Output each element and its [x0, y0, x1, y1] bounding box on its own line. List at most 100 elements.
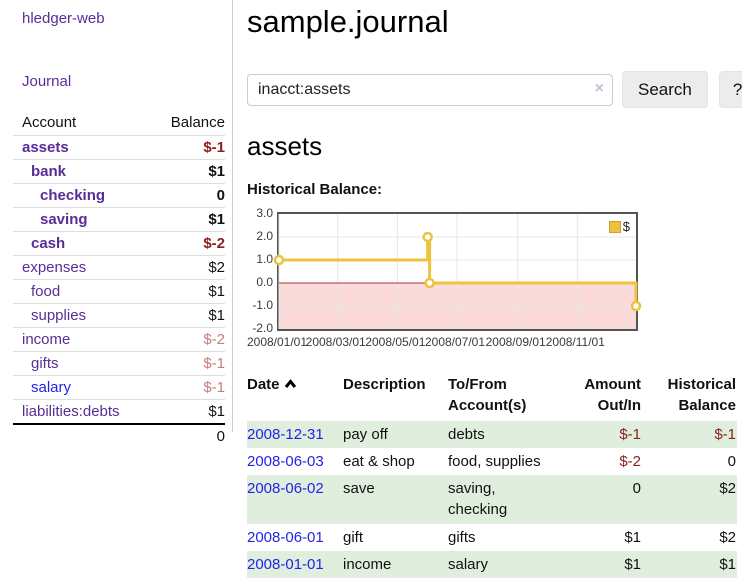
account-balance: $1: [153, 207, 225, 232]
account-row: saving $1: [13, 207, 225, 232]
transaction-date-link[interactable]: 2008-06-02: [247, 480, 324, 498]
register-header-date[interactable]: Date: [247, 372, 343, 421]
legend-label: $: [622, 219, 630, 234]
account-link-bank[interactable]: bank: [31, 163, 67, 180]
transaction-amount: $1: [624, 528, 641, 546]
account-balance: $1: [153, 399, 225, 425]
x-axis-label: 2008/09/01: [485, 335, 546, 349]
account-row: supplies $1: [13, 303, 225, 328]
account-link-gifts[interactable]: gifts: [31, 355, 59, 372]
search-input-wrap: ×: [247, 73, 613, 106]
x-axis-label: 2008/03/01: [305, 335, 366, 349]
account-row: salary $-1: [13, 375, 225, 400]
register-row: 2008-12-31 pay off debts $-1 $-1: [247, 420, 737, 448]
register-header-accounts: To/From Account(s): [448, 376, 527, 415]
account-link-expenses[interactable]: expenses: [22, 259, 87, 276]
transaction-accounts: debts: [448, 425, 485, 443]
account-link-saving[interactable]: saving: [40, 211, 88, 228]
account-link-checking[interactable]: checking: [40, 187, 106, 204]
transaction-accounts: saving, checking: [448, 480, 508, 519]
register-row: 2008-01-01 income salary $1 $1: [247, 551, 737, 579]
account-balance: $-1: [153, 375, 225, 400]
transaction-accounts: food, supplies: [448, 452, 541, 470]
sidebar-item-journal[interactable]: Journal: [22, 73, 72, 90]
accounts-total-balance: 0: [153, 423, 225, 448]
account-heading: assets: [247, 131, 323, 161]
account-row: checking 0: [13, 183, 225, 208]
transaction-date-link[interactable]: 2008-06-01: [247, 528, 324, 546]
account-link-cash[interactable]: cash: [31, 235, 66, 252]
sort-ascending-icon: [284, 376, 297, 393]
page-title: sample.journal: [247, 4, 449, 39]
transaction-amount: $-2: [619, 452, 641, 470]
balance-chart: $ 3.0 2.0 1.0 0.0 -1.0 -2.0 2008/01/01 2008/03/…: [247, 205, 727, 349]
sidebar: hledger-web Journal Account Balance asse…: [0, 0, 233, 448]
accounts-table-header: Account Balance: [13, 111, 225, 136]
y-axis-label: 3.0: [256, 206, 273, 220]
transaction-balance: $2: [719, 528, 736, 546]
transaction-amount: 0: [632, 480, 641, 498]
account-balance: $-2: [153, 231, 225, 256]
transaction-description: eat & shop: [343, 452, 415, 470]
transaction-balance: $2: [719, 480, 736, 498]
register-header-amount: Amount Out/In: [584, 376, 641, 415]
account-link-liabilities-debts[interactable]: liabilities:debts: [22, 403, 120, 420]
register-row: 2008-06-03 eat & shop food, supplies $-2 0: [247, 448, 737, 475]
transaction-description: gift: [343, 528, 364, 546]
register-row: 2008-06-01 gift gifts $1 $2: [247, 524, 737, 551]
chart-canvas: [273, 214, 642, 329]
y-axis-label: -2.0: [252, 321, 273, 335]
account-row: income $-2: [13, 327, 225, 352]
accounts-header-account: Account: [13, 111, 154, 136]
account-link-income[interactable]: income: [22, 331, 71, 348]
account-balance: $-1: [153, 135, 225, 160]
account-balance: $1: [153, 279, 225, 304]
search-form: × Search ?: [247, 71, 742, 108]
transaction-description: save: [343, 480, 375, 498]
account-link-supplies[interactable]: supplies: [31, 307, 87, 324]
register-header-description: Description: [343, 376, 426, 393]
accounts-total-row: 0: [13, 423, 225, 448]
register-header-row: Date Description To/From Account(s) Amou…: [247, 372, 737, 421]
account-balance: $-2: [153, 327, 225, 352]
account-link-assets[interactable]: assets: [22, 139, 69, 156]
transaction-balance: $-1: [714, 425, 736, 443]
y-axis-label: -1.0: [252, 298, 273, 312]
transaction-description: income: [343, 556, 392, 574]
account-balance: $-1: [153, 351, 225, 376]
register-header-balance: Historical Balance: [667, 376, 736, 415]
y-axis-label: 2.0: [256, 229, 273, 243]
accounts-table: Account Balance assets $-1 bank $1 checking 0…: [13, 111, 225, 448]
search-input[interactable]: [247, 73, 613, 106]
x-axis-label: 2008/01/01: [246, 335, 308, 349]
transaction-accounts: gifts: [448, 528, 476, 546]
account-link-salary[interactable]: salary: [31, 379, 72, 396]
y-axis-label: 1.0: [256, 252, 273, 266]
clear-search-icon[interactable]: ×: [594, 79, 604, 97]
account-link-food[interactable]: food: [31, 283, 61, 300]
transaction-balance: 0: [727, 452, 736, 470]
transaction-accounts: salary: [448, 556, 489, 574]
x-axis-label: 2008/07/01: [424, 335, 486, 349]
main-content: sample.journal × Search ? assets Histori…: [233, 0, 742, 582]
chart-title: Historical Balance:: [247, 181, 383, 198]
register-table: Date Description To/From Account(s) Amou…: [247, 372, 737, 579]
account-row: liabilities:debts $1: [13, 399, 225, 425]
transaction-date-link[interactable]: 2008-01-01: [247, 556, 324, 574]
transaction-date-link[interactable]: 2008-06-03: [247, 452, 324, 470]
transaction-description: pay off: [343, 425, 388, 443]
account-row: gifts $-1: [13, 351, 225, 376]
x-axis-label: 2008/11/01: [545, 335, 605, 349]
x-axis-label: 2008/05/01: [365, 335, 426, 349]
account-row: food $1: [13, 279, 225, 304]
search-button[interactable]: Search: [622, 71, 708, 108]
transaction-amount: $1: [624, 556, 641, 574]
transaction-amount: $-1: [619, 425, 641, 443]
transaction-date-link[interactable]: 2008-12-31: [247, 425, 324, 443]
account-row: expenses $2: [13, 255, 225, 280]
help-button[interactable]: ?: [718, 71, 742, 108]
app-title-link[interactable]: hledger-web: [22, 10, 105, 27]
account-balance: $1: [153, 159, 225, 184]
chart-plot-area: $: [273, 212, 642, 331]
account-row: assets $-1: [13, 135, 225, 160]
